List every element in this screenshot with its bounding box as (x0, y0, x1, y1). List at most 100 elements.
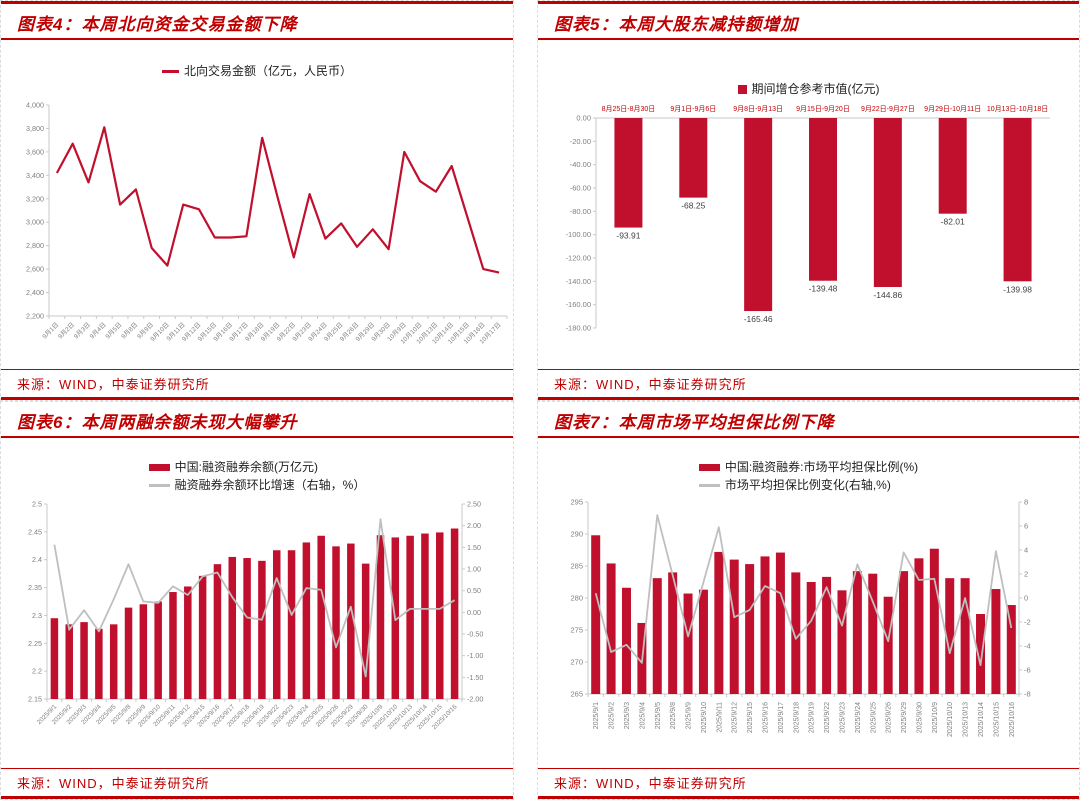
svg-text:2025/9/12: 2025/9/12 (732, 702, 739, 733)
svg-text:-0.50: -0.50 (467, 630, 483, 639)
legend-item: 中国:融资融券:市场平均担保比例(%) (698, 458, 918, 476)
svg-text:9月15日-9月20日: 9月15日-9月20日 (796, 105, 850, 113)
svg-text:285: 285 (570, 562, 583, 571)
svg-text:280: 280 (570, 594, 583, 603)
svg-text:2025/9/26: 2025/9/26 (886, 702, 893, 733)
svg-text:2025/10/14: 2025/10/14 (978, 702, 985, 737)
legend-label: 融资融券余额环比增速（右轴，%） (174, 478, 366, 492)
figure-5-legend: 期间增仓参考市值(亿元) (737, 80, 880, 98)
svg-text:2025/9/30: 2025/9/30 (916, 702, 923, 733)
svg-text:2025/9/1: 2025/9/1 (593, 702, 600, 729)
svg-text:-100.00: -100.00 (566, 230, 591, 239)
source-note: 来源：WIND，中泰证券研究所 (1, 768, 513, 799)
svg-text:2025/10/16: 2025/10/16 (1009, 702, 1016, 737)
svg-text:-80.00: -80.00 (570, 207, 591, 216)
svg-text:-8: -8 (1024, 690, 1031, 699)
svg-text:2025/9/23: 2025/9/23 (839, 702, 846, 733)
svg-text:2: 2 (1024, 570, 1028, 579)
svg-text:2.25: 2.25 (28, 639, 42, 648)
svg-text:-2.00: -2.00 (467, 695, 483, 704)
source-note: 来源：WIND，中泰证券研究所 (538, 768, 1079, 799)
chart-canvas-fig6: 2.5 2.45 2.4 2.35 2.3 2.25 2.2 2.15 2.50 2.00 1.50… (28, 500, 483, 732)
svg-text:2025/9/25: 2025/9/25 (870, 702, 877, 733)
svg-text:2025/9/29: 2025/9/29 (901, 702, 908, 733)
svg-text:3,200: 3,200 (26, 194, 44, 203)
svg-text:9月3日: 9月3日 (72, 321, 92, 341)
legend-item: 期间增仓参考市值(亿元) (737, 80, 880, 98)
svg-text:-1.50: -1.50 (467, 673, 483, 682)
svg-text:-144.86: -144.86 (873, 290, 902, 300)
svg-text:-165.46: -165.46 (744, 314, 773, 324)
svg-text:2.4: 2.4 (32, 555, 42, 564)
legend-label: 中国:融资融券余额(万亿元) (174, 460, 318, 474)
figure-5-chart: 0.00 -20.00 -40.00 -60.00 -80.00 -100.00 -120.… (538, 98, 1079, 364)
svg-text:2025/10/9: 2025/10/9 (932, 702, 939, 733)
legend-item: 北向交易金额（亿元，人民币） (161, 62, 352, 80)
svg-text:2025/9/9: 2025/9/9 (686, 702, 693, 729)
figure-7-title: 图表7：本周市场平均担保比例下降 (538, 402, 1079, 438)
svg-text:9月8日: 9月8日 (120, 321, 140, 341)
svg-text:2025/9/5: 2025/9/5 (655, 702, 662, 729)
svg-text:2.35: 2.35 (28, 583, 42, 592)
svg-text:-20.00: -20.00 (570, 137, 591, 146)
svg-text:-160.00: -160.00 (566, 300, 591, 309)
svg-text:2.45: 2.45 (28, 527, 42, 536)
figure-4-chart: 4,000 3,800 3,600 3,400 3,200 3,000 2,800 2,600… (1, 80, 513, 373)
chart-canvas-fig4: 4,000 3,800 3,600 3,400 3,200 3,000 2,800 2,600… (26, 101, 508, 346)
line-series-marker-icon (161, 69, 179, 73)
svg-text:9月8日-9月13日: 9月8日-9月13日 (733, 105, 783, 113)
svg-text:270: 270 (570, 658, 583, 667)
svg-text:6: 6 (1024, 522, 1028, 531)
svg-text:9月5日: 9月5日 (104, 321, 124, 341)
figure-6-legend: 中国:融资融券余额(万亿元) 融资融券余额环比增速（右轴，%） (148, 458, 366, 494)
chart-canvas-fig7: 295 290 285 280 275 270 265 8 6 4 2 0 -2 -4 -6 -8 2025/9… (570, 498, 1031, 738)
svg-text:-6: -6 (1024, 666, 1031, 675)
svg-text:2.50: 2.50 (467, 500, 481, 509)
svg-text:3,000: 3,000 (26, 218, 44, 227)
svg-text:2025/9/17: 2025/9/17 (778, 702, 785, 733)
svg-text:2,400: 2,400 (26, 288, 44, 297)
svg-text:-139.98: -139.98 (1003, 284, 1032, 294)
svg-text:-60.00: -60.00 (570, 184, 591, 193)
legend-item: 融资融券余额环比增速（右轴，%） (148, 476, 366, 494)
svg-text:9月2日: 9月2日 (56, 321, 76, 341)
svg-text:2025/10/15: 2025/10/15 (993, 702, 1000, 737)
svg-text:9月4日: 9月4日 (88, 321, 108, 341)
legend-label: 北向交易金额（亿元，人民币） (183, 64, 352, 78)
svg-text:0.00: 0.00 (576, 114, 591, 123)
svg-text:2,600: 2,600 (26, 265, 44, 274)
svg-text:2025/9/18: 2025/9/18 (793, 702, 800, 733)
source-text: 来源：WIND，中泰证券研究所 (17, 377, 210, 392)
source-note: 来源：WIND，中泰证券研究所 (1, 369, 513, 400)
svg-text:265: 265 (570, 690, 583, 699)
svg-text:-2: -2 (1024, 618, 1031, 627)
svg-text:290: 290 (570, 530, 583, 539)
svg-text:3,400: 3,400 (26, 171, 44, 180)
legend-label: 期间增仓参考市值(亿元) (751, 82, 880, 96)
svg-text:-40.00: -40.00 (570, 160, 591, 169)
svg-text:9月29日-10月11日: 9月29日-10月11日 (924, 105, 981, 113)
svg-text:2025/9/16: 2025/9/16 (763, 702, 770, 733)
svg-text:2.3: 2.3 (32, 611, 42, 620)
source-text: 来源：WIND，中泰证券研究所 (554, 377, 747, 392)
svg-text:-1.00: -1.00 (467, 651, 483, 660)
source-text: 来源：WIND，中泰证券研究所 (17, 776, 210, 791)
legend-item: 市场平均担保比例变化(右轴,%) (698, 476, 891, 494)
figure-7-panel: 图表7：本周市场平均担保比例下降 中国:融资融券:市场平均担保比例(%) 市场平… (537, 401, 1080, 800)
svg-text:2.5: 2.5 (32, 500, 42, 509)
svg-text:275: 275 (570, 626, 583, 635)
svg-text:2.00: 2.00 (467, 521, 481, 530)
svg-text:2025/9/4: 2025/9/4 (639, 702, 646, 729)
svg-text:-120.00: -120.00 (566, 254, 591, 263)
figure-7-chart: 295 290 285 280 275 270 265 8 6 4 2 0 -2 -4 -6 -8 2025/9… (538, 494, 1079, 757)
svg-text:-180.00: -180.00 (566, 324, 591, 333)
bar-series-marker-icon (148, 463, 170, 471)
figure-6-title: 图表6：本周两融余额未现大幅攀升 (1, 402, 513, 438)
figure-4-panel: 图表4：本周北向资金交易金额下降 北向交易金额（亿元，人民币） 4,000 3,8… (0, 0, 514, 401)
svg-text:2025/9/24: 2025/9/24 (855, 702, 862, 733)
figure-6-panel: 图表6：本周两融余额未现大幅攀升 中国:融资融券余额(万亿元) 融资融券余额环比… (0, 401, 514, 800)
svg-text:-68.25: -68.25 (681, 201, 705, 211)
svg-text:-82.01: -82.01 (941, 217, 965, 227)
svg-text:2.2: 2.2 (32, 667, 42, 676)
svg-text:9月1日: 9月1日 (41, 321, 61, 341)
